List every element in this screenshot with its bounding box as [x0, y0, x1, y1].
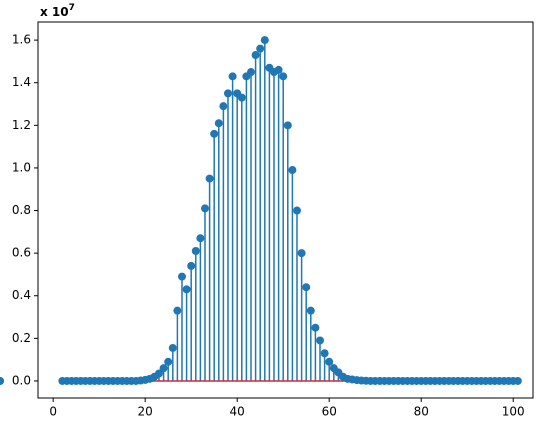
plot-frame [37, 21, 534, 399]
x-tick-label: 20 [138, 405, 153, 419]
stem-marker [320, 349, 329, 358]
stem-marker [228, 72, 237, 81]
x-tick-label: 80 [414, 405, 429, 419]
stem-marker [164, 357, 173, 366]
stem-marker [177, 272, 186, 281]
stem-marker [513, 376, 522, 385]
stem-marker [311, 323, 320, 332]
stem-marker [205, 174, 214, 183]
x-tick-label: 0 [49, 405, 57, 419]
y-tick-label: 1.4 [12, 75, 31, 89]
stem-marker [302, 283, 311, 292]
y-tick-label: 0.4 [12, 288, 31, 302]
stem-marker [251, 51, 260, 60]
x-tick-label: 40 [230, 405, 245, 419]
y-tick-label: 0.8 [12, 203, 31, 217]
stem-marker [219, 102, 228, 111]
stem-marker [210, 129, 219, 138]
stem-marker [154, 369, 163, 378]
y-tick-label: 1.2 [12, 118, 31, 132]
stem-marker [279, 72, 288, 81]
y-tick-label: 0.0 [12, 373, 31, 387]
stem-marker [0, 376, 4, 385]
stem-marker [187, 261, 196, 270]
offset-text: x 107 [40, 3, 75, 19]
stem-marker [256, 44, 265, 53]
y-tick-label: 0.2 [12, 331, 31, 345]
stem-marker [214, 119, 223, 128]
y-tick-label: 0.6 [12, 246, 31, 260]
stem-marker [297, 249, 306, 258]
stem-marker [237, 93, 246, 102]
stem-marker [173, 306, 182, 315]
stem-marker [260, 36, 269, 45]
stem-marker [182, 285, 191, 294]
stem-marker [325, 357, 334, 366]
stem-marker [316, 336, 325, 345]
offset-base: x 10 [40, 5, 69, 19]
stem-marker [274, 65, 283, 74]
y-tick-label: 1.6 [12, 33, 31, 47]
stem-marker [168, 343, 177, 352]
stem-marker [196, 234, 205, 243]
stem-marker [191, 247, 200, 256]
stem-marker [246, 68, 255, 77]
offset-exponent: 7 [69, 3, 75, 13]
stem-marker [159, 364, 168, 373]
stem-marker [293, 206, 302, 215]
stem-marker [288, 166, 297, 175]
stem-marker [223, 89, 232, 98]
y-tick-label: 1.0 [12, 160, 31, 174]
stem-marker [200, 204, 209, 213]
stem-marker [306, 306, 315, 315]
x-tick-label: 100 [502, 405, 525, 419]
x-tick-label: 60 [322, 405, 337, 419]
stem-marker [283, 121, 292, 130]
